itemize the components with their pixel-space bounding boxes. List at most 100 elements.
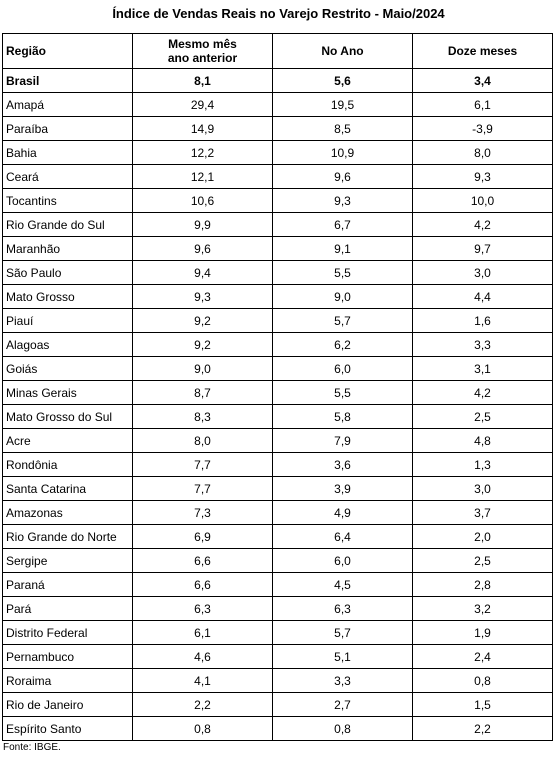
- region-cell: São Paulo: [2, 260, 133, 285]
- value-cell: 6,1: [132, 620, 273, 645]
- value-cell: 3,3: [272, 668, 413, 693]
- table-row: Pará 6,3 6,3 3,2: [2, 596, 553, 621]
- region-cell: Ceará: [2, 164, 133, 189]
- value-cell: 4,5: [272, 572, 413, 597]
- value-cell: 6,7: [272, 212, 413, 237]
- table-row: Santa Catarina 7,7 3,9 3,0: [2, 476, 553, 501]
- region-cell: Pará: [2, 596, 133, 621]
- table-row: Ceará 12,1 9,6 9,3: [2, 164, 553, 189]
- table-row: Mato Grosso do Sul 8,3 5,8 2,5: [2, 404, 553, 429]
- value-cell: 0,8: [132, 716, 273, 741]
- value-cell: 6,6: [132, 548, 273, 573]
- value-cell: 3,3: [412, 332, 553, 357]
- value-cell: 6,0: [272, 548, 413, 573]
- value-cell: 0,8: [272, 716, 413, 741]
- value-cell: 2,4: [412, 644, 553, 669]
- value-cell: 8,1: [132, 68, 273, 93]
- value-cell: 7,7: [132, 476, 273, 501]
- value-cell: 1,9: [412, 620, 553, 645]
- header-row: Região Mesmo mês ano anterior No Ano Doze m…: [2, 33, 553, 69]
- table-row: Alagoas 9,2 6,2 3,3: [2, 332, 553, 357]
- region-cell: Brasil: [2, 68, 133, 93]
- value-cell: 5,1: [272, 644, 413, 669]
- value-cell: 1,3: [412, 452, 553, 477]
- value-cell: 12,2: [132, 140, 273, 165]
- region-cell: Sergipe: [2, 548, 133, 573]
- region-cell: Paraíba: [2, 116, 133, 141]
- value-cell: 3,6: [272, 452, 413, 477]
- region-cell: Bahia: [2, 140, 133, 165]
- value-cell: 9,2: [132, 308, 273, 333]
- value-cell: 9,0: [132, 356, 273, 381]
- value-cell: 6,3: [272, 596, 413, 621]
- value-cell: 9,3: [132, 284, 273, 309]
- table-row: Sergipe 6,6 6,0 2,5: [2, 548, 553, 573]
- value-cell: 7,7: [132, 452, 273, 477]
- value-cell: 10,9: [272, 140, 413, 165]
- table-body: Brasil 8,1 5,6 3,4 Amapá 29,4 19,5 6,1 Paraíba 14…: [2, 68, 553, 741]
- value-cell: 4,2: [412, 380, 553, 405]
- value-cell: 9,9: [132, 212, 273, 237]
- region-cell: Espírito Santo: [2, 716, 133, 741]
- value-cell: 1,6: [412, 308, 553, 333]
- value-cell: 2,0: [412, 524, 553, 549]
- table-row: Acre 8,0 7,9 4,8: [2, 428, 553, 453]
- value-cell: 5,5: [272, 380, 413, 405]
- value-cell: 3,9: [272, 476, 413, 501]
- value-cell: 5,7: [272, 620, 413, 645]
- value-cell: 6,6: [132, 572, 273, 597]
- value-cell: 6,9: [132, 524, 273, 549]
- value-cell: 3,7: [412, 500, 553, 525]
- region-cell: Maranhão: [2, 236, 133, 261]
- value-cell: 7,9: [272, 428, 413, 453]
- region-cell: Goiás: [2, 356, 133, 381]
- value-cell: 0,8: [412, 668, 553, 693]
- table-row: Amapá 29,4 19,5 6,1: [2, 92, 553, 117]
- value-cell: 6,2: [272, 332, 413, 357]
- value-cell: -3,9: [412, 116, 553, 141]
- value-cell: 5,6: [272, 68, 413, 93]
- value-cell: 4,8: [412, 428, 553, 453]
- region-cell: Paraná: [2, 572, 133, 597]
- table-row: Brasil 8,1 5,6 3,4: [2, 68, 553, 93]
- value-cell: 4,2: [412, 212, 553, 237]
- table-row: Paraná 6,6 4,5 2,8: [2, 572, 553, 597]
- region-cell: Rondônia: [2, 452, 133, 477]
- value-cell: 5,7: [272, 308, 413, 333]
- table-row: Amazonas 7,3 4,9 3,7: [2, 500, 553, 525]
- value-cell: 19,5: [272, 92, 413, 117]
- value-cell: 9,6: [132, 236, 273, 261]
- value-cell: 8,0: [412, 140, 553, 165]
- table-row: Maranhão 9,6 9,1 9,7: [2, 236, 553, 261]
- table-row: Rio de Janeiro 2,2 2,7 1,5: [2, 692, 553, 717]
- table-row: Rio Grande do Norte 6,9 6,4 2,0: [2, 524, 553, 549]
- value-cell: 2,5: [412, 404, 553, 429]
- value-cell: 4,6: [132, 644, 273, 669]
- value-cell: 6,3: [132, 596, 273, 621]
- value-cell: 8,0: [132, 428, 273, 453]
- table-row: Rio Grande do Sul 9,9 6,7 4,2: [2, 212, 553, 237]
- table-row: Tocantins 10,6 9,3 10,0: [2, 188, 553, 213]
- table-row: Piauí 9,2 5,7 1,6: [2, 308, 553, 333]
- value-cell: 3,2: [412, 596, 553, 621]
- value-cell: 4,1: [132, 668, 273, 693]
- header-cell: Doze meses: [412, 33, 553, 69]
- region-cell: Minas Gerais: [2, 380, 133, 405]
- table-row: Distrito Federal 6,1 5,7 1,9: [2, 620, 553, 645]
- value-cell: 2,8: [412, 572, 553, 597]
- table-row: Mato Grosso 9,3 9,0 4,4: [2, 284, 553, 309]
- region-cell: Piauí: [2, 308, 133, 333]
- value-cell: 2,2: [132, 692, 273, 717]
- region-cell: Roraima: [2, 668, 133, 693]
- region-cell: Amapá: [2, 92, 133, 117]
- table: Região Mesmo mês ano anterior No Ano Doze m…: [2, 33, 553, 741]
- value-cell: 3,1: [412, 356, 553, 381]
- value-cell: 4,9: [272, 500, 413, 525]
- value-cell: 3,4: [412, 68, 553, 93]
- value-cell: 9,3: [272, 188, 413, 213]
- value-cell: 8,5: [272, 116, 413, 141]
- footnote: Fonte: IBGE.: [3, 742, 61, 753]
- value-cell: 6,1: [412, 92, 553, 117]
